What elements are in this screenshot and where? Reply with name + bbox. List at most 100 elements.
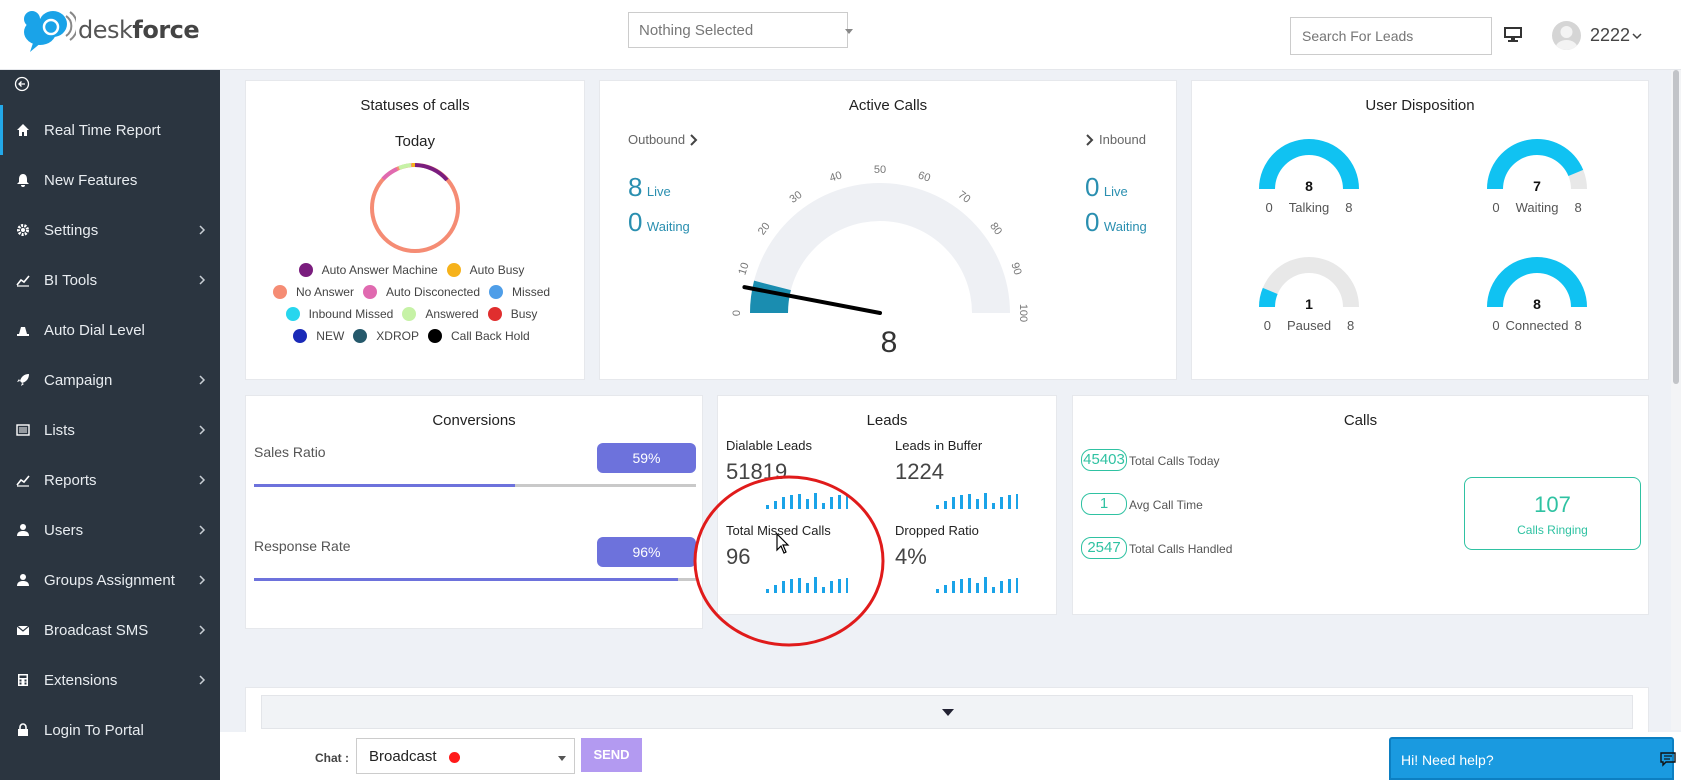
help-widget[interactable]: Hi! Need help? (1389, 737, 1676, 780)
collapse-sidebar-icon[interactable] (14, 76, 30, 92)
gauge-track (750, 183, 1010, 313)
sparkline-bar (1008, 579, 1011, 593)
legend-label: XDROP (376, 329, 419, 343)
line-chart-icon (16, 275, 30, 287)
sparkline-bar (790, 579, 793, 593)
sparkline-bar (976, 499, 979, 509)
sparkline-bar (798, 494, 801, 509)
sidebar-item-groups-assignment[interactable]: Groups Assignment (0, 555, 220, 605)
user-avatar-icon (1555, 26, 1578, 50)
disposition-footer: 0 Waiting 8 (1477, 200, 1597, 215)
sidebar-item-new-features[interactable]: New Features (0, 155, 220, 205)
gauge-value: 8 (880, 326, 898, 359)
search-leads-input[interactable] (1290, 17, 1492, 55)
sidebar-item-broadcast-sms[interactable]: Broadcast SMS (0, 605, 220, 655)
page-scrollbar[interactable] (1671, 70, 1681, 730)
send-button[interactable]: SEND (581, 738, 642, 772)
sales-ratio-label: Sales Ratio (254, 444, 326, 460)
sidebar-item-extensions[interactable]: Extensions (0, 655, 220, 705)
deskforce-logo[interactable]: deskforce (20, 6, 200, 54)
legend-item[interactable]: Auto Answer Machine (298, 263, 438, 277)
legend-item[interactable]: Call Back Hold (427, 329, 530, 343)
disposition-value: 8 (1305, 178, 1313, 194)
gauge-tick-label: 90 (1008, 261, 1023, 276)
sparkline-bar (814, 577, 817, 593)
disposition-footer: 0 Connected 8 (1477, 318, 1597, 333)
scrollbar-thumb[interactable] (1673, 70, 1679, 384)
disposition-label: Paused (1286, 318, 1332, 333)
sidebar-item-label: Auto Dial Level (44, 321, 145, 339)
total-missed-calls-value: 96 (726, 544, 751, 569)
total-calls-handled-label: Total Calls Handled (1129, 542, 1233, 556)
monitor-icon[interactable] (1503, 26, 1523, 42)
sparkline-bar (806, 499, 809, 509)
sparkline-bar (968, 578, 971, 593)
sparkline-bar (952, 497, 955, 509)
inbound-link[interactable]: Inbound (1085, 132, 1146, 147)
sidebar-item-users[interactable]: Users (0, 505, 220, 555)
chevron-right-icon (1086, 133, 1094, 146)
legend-item[interactable]: No Answer (272, 285, 354, 299)
sidebar-item-label: Broadcast SMS (44, 621, 149, 639)
legend-item[interactable]: Answered (402, 307, 479, 321)
gauge-tick-label: 100 (1017, 304, 1029, 322)
legend-item[interactable]: Inbound Missed (285, 307, 394, 321)
response-rate-bar (254, 578, 696, 581)
user-icon (17, 574, 29, 586)
dropped-ratio-value: 4% (895, 544, 927, 569)
disposition-min: 0 (1492, 200, 1500, 215)
disposition-paused: 1 0 Paused 8 (1249, 254, 1369, 333)
active-calls-gauge: 0 10 20 30 40 50 60 70 80 90 100 (731, 164, 1029, 322)
sparkline-bar (806, 583, 809, 593)
sparkline-bar (984, 493, 987, 509)
disposition-gauge (1487, 256, 1587, 307)
legend-item[interactable]: Missed (489, 285, 550, 299)
campaign-select-value: Nothing Selected (639, 22, 754, 39)
help-label: Hi! Need help? (1401, 752, 1494, 768)
sparkline-bar (774, 585, 777, 593)
sidebar-item-login-to-portal[interactable]: Login To Portal (0, 705, 220, 755)
gauge-needle (742, 285, 882, 315)
legend-label: Inbound Missed (308, 307, 394, 321)
legend-item[interactable]: NEW (293, 329, 344, 343)
legend-color-swatch (362, 285, 377, 299)
sidebar-item-bi-tools[interactable]: BI Tools (0, 255, 220, 305)
sidebar-item-campaign[interactable]: Campaign (0, 355, 220, 405)
total-calls-today-label: Total Calls Today (1129, 454, 1220, 468)
user-name[interactable]: 2222 (1590, 25, 1631, 45)
sidebar-item-reports[interactable]: Reports (0, 455, 220, 505)
outbound-link[interactable]: Outbound (628, 132, 699, 147)
total-missed-calls-sparkline (766, 577, 848, 593)
legend-item[interactable]: XDROP (353, 329, 419, 343)
sidebar-item-auto-dial-level[interactable]: Auto Dial Level (0, 305, 220, 355)
chat-broadcast-select[interactable]: Broadcast (356, 738, 575, 774)
avatar[interactable] (1552, 21, 1581, 50)
chevron-down-icon[interactable] (1632, 31, 1642, 41)
sidebar-item-real-time-report[interactable]: Real Time Report (0, 105, 220, 155)
disposition-max: 8 (1574, 318, 1582, 333)
gauge-tick-label: 10 (736, 261, 751, 276)
expand-panel-bar[interactable] (261, 695, 1633, 729)
legend-color-swatch (487, 307, 502, 321)
rocket-icon (17, 374, 29, 386)
sparkline-bar (968, 494, 971, 509)
disposition-value: 7 (1533, 178, 1541, 194)
chevron-right-icon (199, 225, 206, 235)
sparkline-bar (992, 587, 995, 593)
legend-label: Auto Busy (469, 263, 525, 277)
gauge-tick-label: 40 (828, 169, 843, 184)
user-icon (17, 524, 29, 536)
sparkline-bar (782, 581, 785, 593)
gauge-tick-label: 70 (956, 189, 973, 206)
chevron-right-icon (199, 625, 206, 635)
sidebar-item-lists[interactable]: Lists (0, 405, 220, 455)
sidebar-item-settings[interactable]: Settings (0, 205, 220, 255)
sparkline-bar (1016, 494, 1018, 509)
legend-item[interactable]: Auto Busy (446, 263, 525, 277)
campaign-select[interactable]: Nothing Selected (628, 12, 853, 48)
envelope-icon (16, 625, 30, 635)
disposition-gauge (1259, 138, 1359, 189)
legend-item[interactable]: Busy (487, 307, 537, 321)
gear-icon (17, 224, 29, 236)
legend-item[interactable]: Auto Disconected (362, 285, 480, 299)
